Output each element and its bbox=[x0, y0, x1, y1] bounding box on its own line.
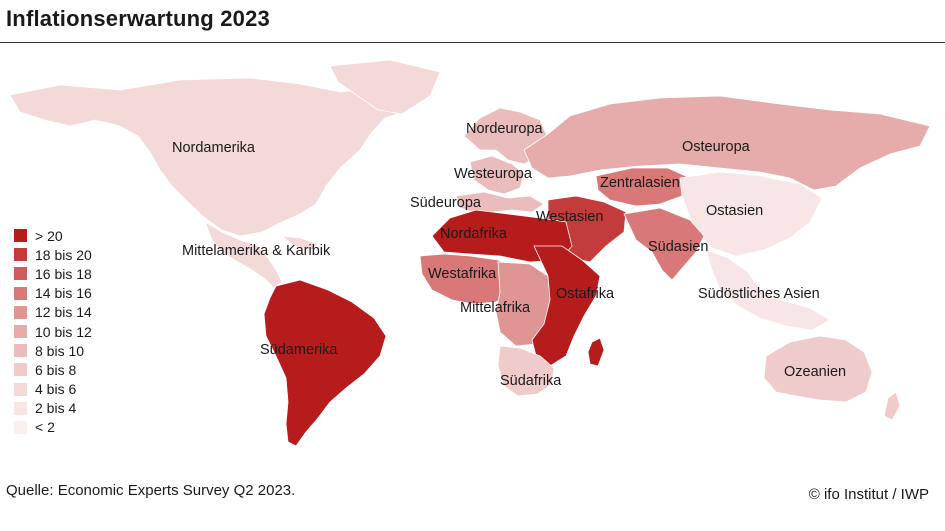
region-label: Südeuropa bbox=[410, 195, 482, 211]
legend-item: 16 bis 18 bbox=[14, 264, 92, 283]
region-label: Nordamerika bbox=[172, 140, 256, 156]
legend-item: < 2 bbox=[14, 418, 92, 437]
legend-item: 12 bis 14 bbox=[14, 303, 92, 322]
legend-swatch bbox=[14, 267, 27, 281]
legend-swatch bbox=[14, 325, 27, 339]
legend-label: 8 bis 10 bbox=[35, 342, 85, 359]
region-label: Nordeuropa bbox=[466, 121, 544, 137]
legend-label: 2 bis 4 bbox=[35, 400, 77, 417]
legend-swatch bbox=[14, 420, 27, 434]
region-shape bbox=[455, 191, 545, 213]
region-label: Westasien bbox=[536, 209, 603, 225]
region-label: Mittelamerika & Karibik bbox=[182, 243, 331, 259]
region-label: Zentralasien bbox=[600, 175, 680, 191]
legend-item: 8 bis 10 bbox=[14, 341, 92, 360]
region-shape bbox=[883, 391, 901, 421]
legend-label: 14 bis 16 bbox=[35, 285, 92, 302]
region-label: Ostasien bbox=[706, 203, 763, 219]
legend-label: 12 bis 14 bbox=[35, 304, 92, 321]
region-shape bbox=[329, 59, 441, 115]
region-label: Osteuropa bbox=[682, 139, 751, 155]
region-shape bbox=[763, 335, 873, 403]
legend-label: 18 bis 20 bbox=[35, 246, 92, 263]
region-shape bbox=[204, 221, 283, 289]
legend-swatch bbox=[14, 363, 27, 377]
region-label: Westeuropa bbox=[454, 166, 533, 182]
legend-label: 4 bis 6 bbox=[35, 381, 77, 398]
region-shape bbox=[595, 167, 691, 207]
legend-label: 6 bis 8 bbox=[35, 361, 77, 378]
region-shape bbox=[263, 279, 387, 447]
region-shape bbox=[705, 249, 831, 331]
legend-item: 4 bis 6 bbox=[14, 380, 92, 399]
world-map: Nordamerika Mittelamerika & Karibik Süda… bbox=[9, 59, 931, 447]
region-shape bbox=[497, 345, 555, 397]
legend-swatch bbox=[14, 382, 27, 396]
legend-item: 2 bis 4 bbox=[14, 399, 92, 418]
legend-swatch bbox=[14, 305, 27, 319]
legend-item: 14 bis 16 bbox=[14, 284, 92, 303]
legend-item: 18 bis 20 bbox=[14, 245, 92, 264]
region-shape bbox=[587, 337, 605, 367]
legend-swatch bbox=[14, 229, 27, 243]
legend-item: 6 bis 8 bbox=[14, 360, 92, 379]
region-label: Westafrika bbox=[428, 266, 497, 282]
region-shape bbox=[523, 95, 931, 191]
region-label: Nordafrika bbox=[440, 226, 508, 242]
map-title: Inflationserwartung 2023 bbox=[6, 6, 270, 31]
legend-item: > 20 bbox=[14, 226, 92, 245]
title-divider bbox=[0, 42, 945, 43]
region-label: Südamerika bbox=[260, 342, 338, 358]
legend-label: 16 bis 18 bbox=[35, 265, 92, 282]
legend-swatch bbox=[14, 248, 27, 262]
legend: > 20 18 bis 20 16 bis 18 14 bis 16 12 bi… bbox=[14, 226, 92, 437]
region-shape bbox=[9, 77, 431, 237]
legend-swatch bbox=[14, 286, 27, 300]
legend-item: 10 bis 12 bbox=[14, 322, 92, 341]
region-label: Mittelafrika bbox=[460, 300, 531, 316]
legend-swatch bbox=[14, 401, 27, 415]
legend-label: < 2 bbox=[35, 419, 55, 436]
legend-label: > 20 bbox=[35, 227, 63, 244]
region-label: Ostafrika bbox=[556, 286, 615, 302]
region-shape bbox=[280, 235, 319, 251]
region-shape bbox=[469, 155, 525, 195]
region-label: Südöstliches Asien bbox=[698, 286, 820, 302]
region-shape bbox=[679, 171, 823, 257]
legend-label: 10 bis 12 bbox=[35, 323, 92, 340]
region-label: Ozeanien bbox=[784, 364, 846, 380]
copyright-note: © ifo Institut / IWP bbox=[808, 486, 929, 503]
region-shape bbox=[623, 207, 705, 281]
region-shape bbox=[531, 245, 601, 367]
region-label: Südasien bbox=[648, 239, 708, 255]
region-label: Südafrika bbox=[500, 373, 562, 389]
source-note: Quelle: Economic Experts Survey Q2 2023. bbox=[6, 482, 296, 499]
legend-swatch bbox=[14, 344, 27, 358]
